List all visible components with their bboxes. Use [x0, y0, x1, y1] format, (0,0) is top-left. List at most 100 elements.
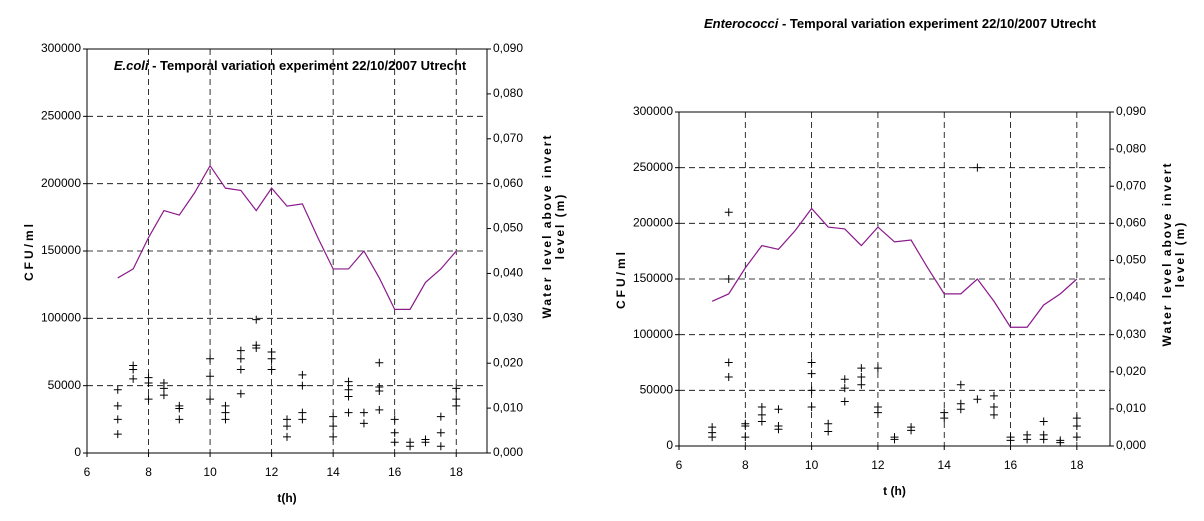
y2-tick-label: 0,070 — [493, 131, 523, 145]
x-tick-label: 18 — [1070, 458, 1084, 472]
y-tick-label: 200000 — [633, 216, 673, 230]
plus-marker — [774, 405, 783, 414]
y2-tick-label: 0,070 — [1116, 178, 1146, 192]
water-level-line — [117, 164, 457, 310]
x-tick-label: 14 — [326, 465, 340, 479]
y2-tick-label: 0,090 — [493, 41, 523, 55]
plus-marker — [236, 365, 245, 374]
title-text: - Temporal variation experiment 22/10/20… — [778, 16, 1097, 31]
plus-marker — [989, 391, 998, 400]
plus-marker — [113, 385, 122, 394]
y2-tick-label: 0,000 — [1116, 438, 1146, 452]
y-tick-label: 300000 — [633, 104, 673, 118]
y-tick-label: 200000 — [41, 176, 81, 190]
plus-marker — [452, 384, 461, 393]
plus-marker — [298, 370, 307, 379]
plus-marker — [252, 343, 261, 352]
plus-marker — [757, 403, 766, 412]
y2-tick-label: 0,020 — [1116, 364, 1146, 378]
plus-marker — [175, 404, 184, 413]
plus-marker — [221, 415, 230, 424]
plus-marker — [129, 365, 138, 374]
title-italic: E.coli — [113, 58, 149, 73]
plus-marker — [724, 208, 733, 217]
x-axis-label: t (h) — [883, 484, 906, 498]
plus-marker — [390, 428, 399, 437]
plus-marker — [359, 408, 368, 417]
plus-marker — [375, 387, 384, 396]
y2-tick-label: 0,040 — [1116, 290, 1146, 304]
plus-marker — [452, 395, 461, 404]
plus-marker — [708, 433, 717, 442]
y2-tick-label: 0,010 — [493, 400, 523, 414]
plus-marker — [344, 392, 353, 401]
plus-marker — [421, 438, 430, 447]
plus-marker — [807, 358, 816, 367]
y-axis-label: CFU/ml — [22, 221, 36, 281]
plus-marker — [824, 419, 833, 428]
y2-tick-label: 0,060 — [493, 176, 523, 190]
y-tick-label: 250000 — [633, 160, 673, 174]
plus-marker — [375, 358, 384, 367]
plus-marker — [159, 384, 168, 393]
x-tick-label: 6 — [84, 465, 91, 479]
chart-title: Enterococci - Temporal variation experim… — [690, 10, 1110, 38]
x-tick-label: 14 — [938, 458, 952, 472]
plus-marker — [283, 432, 291, 441]
plus-marker — [1072, 433, 1081, 442]
plus-marker — [724, 358, 733, 367]
plus-marker — [206, 372, 215, 381]
y2-tick-label: 0,020 — [493, 355, 523, 369]
x-tick-label: 10 — [203, 465, 217, 479]
plus-marker — [267, 354, 276, 363]
plus-marker — [873, 364, 882, 373]
y2-axis-label: Water level above invert — [540, 134, 554, 319]
plus-marker — [1039, 435, 1048, 444]
y2-tick-label: 0,040 — [493, 266, 523, 280]
plus-marker — [1006, 436, 1015, 445]
plus-marker — [267, 348, 276, 356]
plus-marker — [873, 408, 882, 417]
plus-marker — [973, 163, 982, 172]
y-tick-label: 150000 — [41, 243, 81, 257]
plus-marker — [113, 401, 122, 410]
plus-marker — [890, 435, 899, 444]
plus-marker — [807, 369, 816, 378]
plus-marker — [236, 346, 245, 355]
plus-marker — [406, 442, 415, 451]
plus-marker — [774, 425, 783, 434]
y2-tick-label: 0,010 — [1116, 401, 1146, 415]
plus-marker — [757, 410, 766, 419]
plus-marker — [857, 364, 866, 373]
plus-marker — [824, 427, 833, 436]
plus-marker — [857, 372, 866, 381]
y-tick-label: 100000 — [41, 311, 81, 325]
y2-axis-label: level (m) — [1173, 221, 1187, 288]
y-tick-label: 300000 — [41, 41, 81, 55]
plus-marker — [113, 430, 122, 439]
plus-marker — [329, 422, 338, 431]
plus-marker — [329, 432, 338, 441]
plus-marker — [956, 405, 965, 414]
y-axis-label: CFU/ml — [614, 249, 628, 309]
plus-marker — [1039, 417, 1048, 426]
plus-marker — [344, 377, 353, 386]
plus-marker — [757, 417, 766, 426]
plus-marker — [113, 415, 122, 424]
plus-marker — [175, 415, 184, 424]
title-italic: Enterococci — [703, 16, 779, 31]
y-tick-label: 150000 — [633, 271, 673, 285]
x-tick-label: 6 — [676, 458, 683, 472]
plus-marker — [807, 386, 816, 395]
x-tick-label: 12 — [265, 465, 279, 479]
plus-marker — [159, 391, 168, 400]
plus-marker — [989, 403, 998, 412]
plus-marker — [840, 384, 849, 393]
plus-marker — [298, 408, 307, 417]
plus-marker — [840, 397, 849, 406]
plus-marker — [436, 442, 445, 451]
plus-marker — [283, 415, 291, 424]
plus-marker — [1056, 438, 1065, 447]
